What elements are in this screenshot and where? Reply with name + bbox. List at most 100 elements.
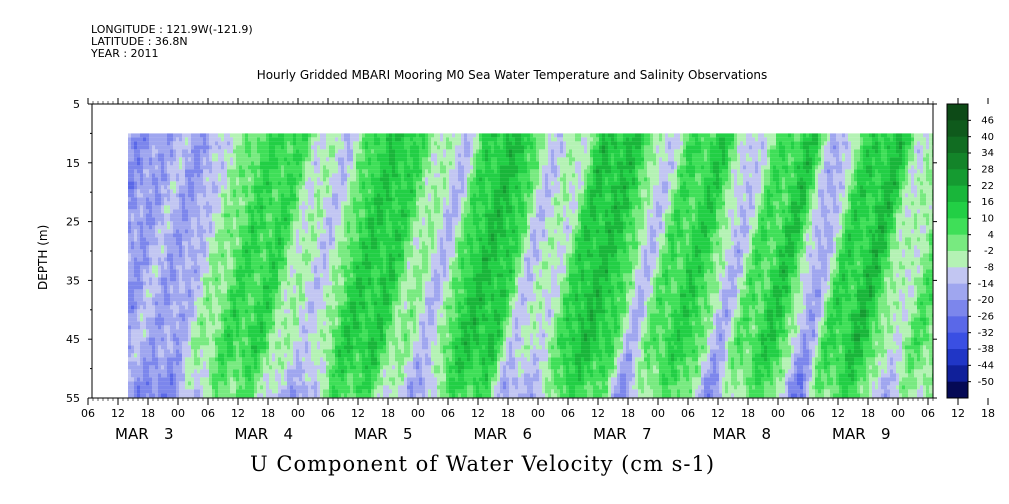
heatmap-cell bbox=[137, 325, 140, 330]
heatmap-cell bbox=[170, 193, 173, 198]
heatmap-cell bbox=[200, 157, 203, 162]
heatmap-cell bbox=[182, 177, 185, 182]
heatmap-cell bbox=[206, 193, 209, 198]
heatmap-cell bbox=[173, 313, 176, 318]
heatmap-cell bbox=[191, 281, 194, 286]
heatmap-cell bbox=[260, 165, 263, 170]
heatmap-cell bbox=[326, 281, 329, 286]
heatmap-cell bbox=[185, 393, 188, 398]
heatmap-cell bbox=[152, 389, 155, 394]
heatmap-cell bbox=[173, 389, 176, 394]
heatmap-cell bbox=[224, 309, 227, 314]
heatmap-cell bbox=[266, 209, 269, 214]
heatmap-cell bbox=[260, 213, 263, 218]
heatmap-cell bbox=[269, 141, 272, 146]
heatmap-cell bbox=[143, 221, 146, 226]
heatmap-cell bbox=[236, 265, 239, 270]
heatmap-cell bbox=[245, 141, 248, 146]
heatmap-cell bbox=[188, 353, 191, 358]
heatmap-cell bbox=[173, 317, 176, 322]
heatmap-cell bbox=[143, 269, 146, 274]
heatmap-cell bbox=[314, 365, 317, 370]
heatmap-cell bbox=[299, 145, 302, 150]
heatmap-cell bbox=[329, 237, 332, 242]
heatmap-cell bbox=[236, 161, 239, 166]
heatmap-cell bbox=[299, 281, 302, 286]
heatmap-cell bbox=[332, 265, 335, 270]
heatmap-cell bbox=[188, 257, 191, 262]
heatmap-cell bbox=[248, 293, 251, 298]
heatmap-cell bbox=[194, 297, 197, 302]
heatmap-cell bbox=[155, 165, 158, 170]
heatmap-cell bbox=[167, 273, 170, 278]
heatmap-cell bbox=[347, 237, 350, 242]
heatmap-cell bbox=[218, 173, 221, 178]
heatmap-cell bbox=[158, 365, 161, 370]
heatmap-cell bbox=[131, 301, 134, 306]
heatmap-cell bbox=[251, 329, 254, 334]
heatmap-cell bbox=[191, 277, 194, 282]
heatmap-cell bbox=[158, 265, 161, 270]
heatmap-cell bbox=[278, 177, 281, 182]
heatmap-cell bbox=[155, 293, 158, 298]
heatmap-cell bbox=[287, 145, 290, 150]
heatmap-cell bbox=[302, 209, 305, 214]
heatmap-cell bbox=[245, 373, 248, 378]
heatmap-cell bbox=[320, 393, 323, 398]
heatmap-cell bbox=[149, 205, 152, 210]
heatmap-cell bbox=[254, 361, 257, 366]
heatmap-cell bbox=[344, 261, 347, 266]
heatmap-cell bbox=[254, 185, 257, 190]
heatmap-cell bbox=[329, 181, 332, 186]
heatmap-cell bbox=[233, 321, 236, 326]
heatmap-cell bbox=[146, 321, 149, 326]
heatmap-cell bbox=[131, 233, 134, 238]
heatmap-cell bbox=[188, 193, 191, 198]
heatmap-cell bbox=[290, 165, 293, 170]
heatmap-cell bbox=[260, 217, 263, 222]
heatmap-cell bbox=[161, 205, 164, 210]
heatmap-cell bbox=[134, 237, 137, 242]
heatmap-cell bbox=[251, 265, 254, 270]
heatmap-cell bbox=[221, 293, 224, 298]
heatmap-cell bbox=[344, 289, 347, 294]
heatmap-cell bbox=[263, 261, 266, 266]
heatmap-cell bbox=[347, 241, 350, 246]
heatmap-cell bbox=[173, 357, 176, 362]
heatmap-cell bbox=[236, 353, 239, 358]
heatmap-cell bbox=[185, 149, 188, 154]
heatmap-cell bbox=[323, 389, 326, 394]
heatmap-cell bbox=[251, 337, 254, 342]
heatmap-cell bbox=[350, 237, 353, 242]
heatmap-cell bbox=[257, 269, 260, 274]
heatmap-cell bbox=[140, 277, 143, 282]
heatmap-cell bbox=[317, 217, 320, 222]
heatmap-cell bbox=[167, 149, 170, 154]
heatmap-cell bbox=[134, 393, 137, 398]
heatmap-cell bbox=[323, 249, 326, 254]
heatmap-cell bbox=[176, 281, 179, 286]
heatmap-cell bbox=[155, 189, 158, 194]
heatmap-cell bbox=[329, 193, 332, 198]
heatmap-cell bbox=[203, 349, 206, 354]
heatmap-cell bbox=[134, 233, 137, 238]
heatmap-cell bbox=[275, 393, 278, 398]
heatmap-cell bbox=[314, 277, 317, 282]
heatmap-cell bbox=[200, 269, 203, 274]
heatmap-cell bbox=[281, 349, 284, 354]
heatmap-cell bbox=[212, 141, 215, 146]
heatmap-cell bbox=[209, 373, 212, 378]
heatmap-cell bbox=[254, 321, 257, 326]
heatmap-cell bbox=[335, 173, 338, 178]
heatmap-cell bbox=[314, 245, 317, 250]
heatmap-cell bbox=[230, 325, 233, 330]
heatmap-cell bbox=[140, 313, 143, 318]
heatmap-cell bbox=[203, 293, 206, 298]
heatmap-cell bbox=[176, 273, 179, 278]
heatmap-cell bbox=[158, 237, 161, 242]
heatmap-cell bbox=[242, 377, 245, 382]
heatmap-cell bbox=[152, 197, 155, 202]
heatmap-cell bbox=[209, 265, 212, 270]
heatmap-cell bbox=[335, 133, 338, 138]
heatmap-cell bbox=[347, 173, 350, 178]
